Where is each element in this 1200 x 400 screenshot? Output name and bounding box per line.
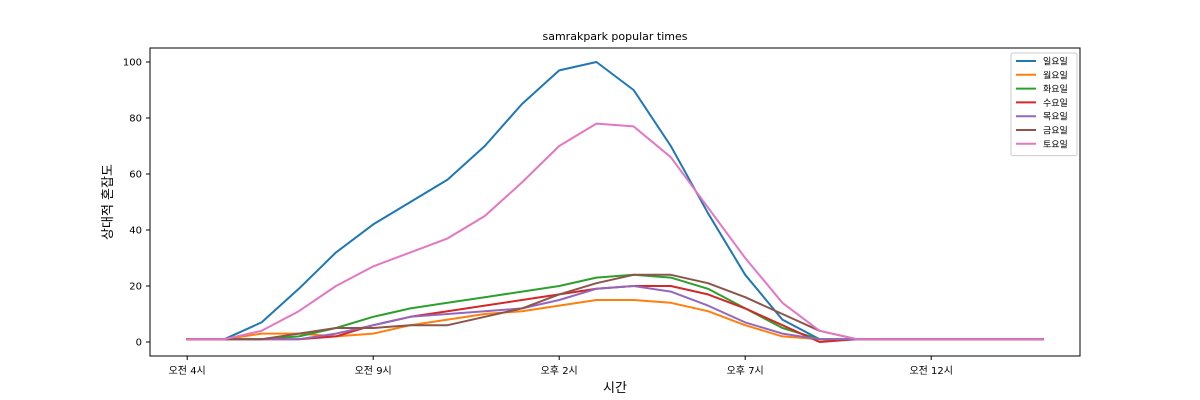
legend-label-2: 월요일 [1043,69,1068,81]
y-tick-label: 100 [123,58,142,69]
x-tick-label: 오후 7시 [727,365,764,377]
series-line-7 [186,122,1044,341]
legend-label-7: 토요일 [1043,139,1068,150]
y-tick-label: 40 [129,226,142,237]
chart-title: samrakpark popular times [543,30,688,43]
x-axis-title: 시간 [603,381,627,396]
legend-label-6: 금요일 [1043,126,1068,137]
x-tick-label: 오전 9시 [355,365,392,377]
y-tick-label: 80 [129,114,142,125]
y-tick-label: 20 [129,282,142,293]
x-tick-label: 오후 2시 [541,365,578,377]
series-line-6 [186,273,1044,341]
y-tick-label: 60 [129,170,142,181]
legend-label-3: 화요일 [1043,84,1068,95]
y-tick-label: 0 [136,338,142,349]
axes-frame [149,47,1081,357]
series-line-3 [186,273,1044,341]
x-tick-label: 오전 12시 [909,365,953,377]
series-line-1 [186,61,1044,341]
x-tick-label: 오전 4시 [169,365,206,377]
y-axis-title: 상대적 혼잡도 [101,164,116,240]
axes: 0 20 40 60 80 100 오전 4시 오전 9시 오후 2시 오후 7시 오전 12시 [123,47,1081,377]
legend-label-5: 목요일 [1043,112,1068,123]
legend-label-4: 수요일 [1043,98,1068,109]
legend-label-1: 일요일 [1043,57,1068,68]
plot-area [186,61,1044,343]
